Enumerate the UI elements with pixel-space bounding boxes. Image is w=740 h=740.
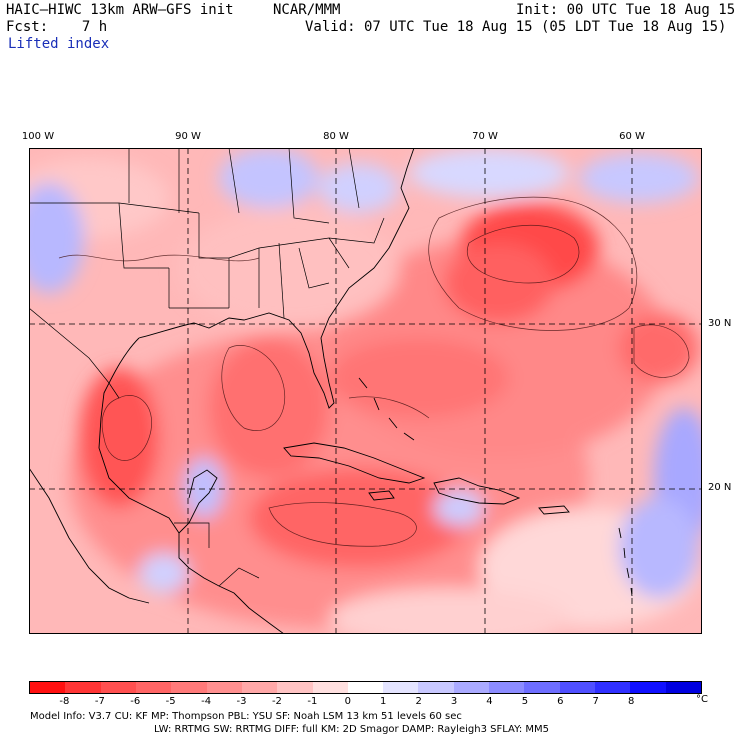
model-info-line1: Model Info: V3.7 CU: KF MP: Thompson PBL… (30, 711, 462, 722)
colorbar-tick-label: -6 (130, 696, 141, 707)
lon-label-80w: 80 W (323, 131, 349, 142)
init-time: Init: 00 UTC Tue 18 Aug 15 (516, 2, 736, 18)
colorbar-tick-label: 7 (592, 696, 599, 707)
colorbar-swatch (418, 682, 454, 693)
colorbar-swatch (312, 682, 348, 693)
lon-label-100w: 100 W (21, 131, 55, 142)
colorbar-tick-label: 2 (415, 696, 422, 707)
colorbar (29, 681, 702, 694)
colorbar-swatch (383, 682, 419, 693)
colorbar-swatch (559, 682, 595, 693)
valid-time: Valid: 07 UTC Tue 18 Aug 15 (05 LDT Tue … (305, 19, 727, 35)
lat-label-20n: 20 N (708, 482, 732, 493)
lon-label-90w: 90 W (175, 131, 201, 142)
colorbar-swatch (241, 682, 278, 693)
org-label: NCAR/MMM (273, 2, 341, 18)
colorbar-unit: °C (696, 694, 708, 705)
colorbar-tick-label: 5 (521, 696, 529, 707)
latlon-grid (29, 148, 702, 634)
lon-label-60w: 60 W (619, 131, 645, 142)
forecast-hour: Fcst: 7 h (6, 19, 108, 35)
colorbar-swatch (171, 682, 207, 693)
lat-label-30n: 30 N (708, 318, 732, 329)
colorbar-tick-label: 4 (486, 696, 493, 707)
colorbar-tick-label: -5 (165, 696, 176, 707)
model-title: HAIC–HIWC 13km ARW–GFS init (6, 2, 234, 18)
colorbar-swatch (135, 682, 172, 693)
model-info-line2: LW: RRTMG SW: RRTMG DIFF: full KM: 2D Sm… (154, 724, 550, 735)
colorbar-swatch (30, 682, 66, 693)
colorbar-tick-label: -3 (236, 696, 247, 707)
colorbar-swatch (100, 682, 136, 693)
colorbar-tick-label: -2 (271, 696, 282, 707)
colorbar-swatch (489, 682, 525, 693)
colorbar-tick-label: 0 (344, 696, 351, 707)
field-name: Lifted index (8, 36, 110, 52)
colorbar-swatch (277, 682, 313, 693)
colorbar-tick-label: -8 (59, 696, 70, 707)
colorbar-swatch (206, 682, 242, 693)
shaded-field (29, 148, 702, 634)
colorbar-tick-label: 6 (557, 696, 564, 707)
colorbar-swatch (524, 682, 560, 693)
colorbar-swatch (347, 682, 384, 693)
colorbar-tick-label: 8 (627, 696, 635, 707)
contour-lines (58, 196, 690, 547)
colorbar-swatch (65, 682, 101, 693)
colorbar-swatch (630, 682, 666, 693)
lifted-index-map (29, 148, 702, 634)
map-frame (29, 148, 702, 634)
colorbar-tick-label: -4 (201, 696, 212, 707)
colorbar-swatch (665, 682, 701, 693)
colorbar-tick-label: -7 (94, 696, 105, 707)
colorbar-tick-label: 1 (380, 696, 387, 707)
colorbar-tick-label: -1 (307, 696, 318, 707)
coastlines (29, 148, 633, 634)
colorbar-tick-label: 3 (450, 696, 458, 707)
colorbar-swatch (453, 682, 490, 693)
lon-label-70w: 70 W (472, 131, 498, 142)
colorbar-swatch (595, 682, 631, 693)
